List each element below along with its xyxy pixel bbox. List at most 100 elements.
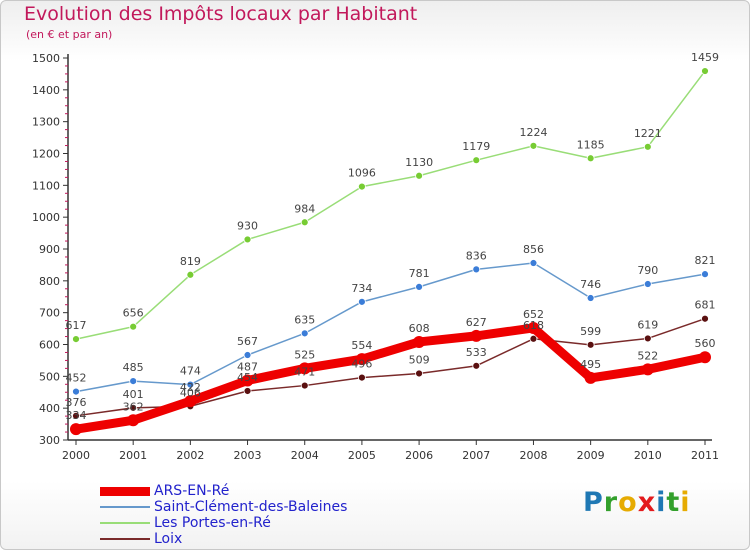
y-tick-label: 1000	[32, 211, 60, 224]
y-tick-label: 900	[39, 243, 60, 256]
data-label: 487	[237, 360, 258, 373]
series-line	[75, 70, 706, 340]
data-point	[298, 362, 311, 375]
data-point	[129, 322, 138, 331]
data-label: 617	[66, 319, 87, 332]
data-label: 525	[294, 348, 315, 361]
x-tick-label: 2001	[119, 449, 147, 462]
data-label: 554	[351, 339, 372, 352]
x-tick-label: 2010	[634, 449, 662, 462]
data-point	[643, 334, 652, 343]
y-tick-label: 600	[39, 339, 60, 352]
data-label: 836	[466, 249, 487, 262]
data-label: 856	[523, 243, 544, 256]
x-tick-label: 2007	[462, 449, 490, 462]
data-point	[415, 282, 423, 291]
data-point	[529, 334, 538, 343]
y-tick-label: 1100	[32, 179, 60, 192]
data-label: 608	[409, 322, 430, 335]
x-tick-label: 2005	[348, 449, 376, 462]
data-point	[243, 387, 252, 395]
data-label: 681	[695, 299, 716, 312]
x-tick-label: 2008	[519, 449, 547, 462]
data-label: 567	[237, 335, 258, 348]
data-point	[470, 329, 483, 342]
y-tick-label: 300	[39, 434, 60, 447]
data-point	[415, 171, 423, 180]
data-label: 819	[180, 255, 201, 268]
legend-label: Loix	[154, 531, 183, 547]
legend-swatch	[100, 506, 150, 508]
data-label: 635	[294, 313, 315, 326]
data-point	[701, 67, 709, 75]
y-tick-label: 1500	[32, 52, 60, 65]
data-point	[527, 321, 540, 334]
data-label: 599	[580, 325, 601, 338]
x-tick-label: 2009	[577, 449, 605, 462]
series-line	[75, 317, 706, 417]
data-point	[701, 314, 709, 323]
data-label: 406	[180, 386, 201, 399]
legend-swatch	[100, 522, 150, 524]
data-point	[701, 270, 709, 279]
y-tick-label: 500	[39, 370, 60, 383]
data-point	[472, 156, 481, 165]
data-point	[415, 369, 423, 378]
data-label: 422	[180, 381, 201, 394]
data-point	[129, 377, 138, 386]
data-label: 1221	[634, 127, 662, 140]
legend-swatch	[100, 538, 150, 540]
data-point	[586, 340, 595, 349]
x-tick-label: 2004	[291, 449, 319, 462]
series-line	[75, 262, 706, 393]
data-point	[72, 387, 80, 396]
data-label: 496	[351, 358, 372, 371]
data-point	[358, 182, 366, 191]
data-label: 495	[580, 358, 601, 371]
data-point	[355, 353, 368, 366]
y-tick-label: 1300	[32, 116, 60, 129]
data-point	[129, 403, 138, 412]
data-label: 560	[695, 337, 716, 350]
data-label: 362	[123, 400, 144, 413]
data-label: 401	[123, 388, 144, 401]
data-label: 485	[123, 361, 144, 374]
data-point	[529, 259, 538, 267]
logo-letter: i	[656, 487, 667, 518]
data-point	[186, 270, 195, 279]
data-point	[358, 373, 366, 382]
logo-letter: P	[583, 487, 604, 518]
data-point	[643, 142, 652, 151]
data-point	[358, 297, 366, 306]
logo-letter: o	[618, 487, 638, 518]
data-point	[186, 380, 195, 389]
data-label: 334	[66, 409, 87, 422]
series-line	[71, 323, 710, 434]
data-label: 781	[409, 267, 430, 280]
chart-subtitle: (en € et par an)	[26, 28, 113, 41]
legend-label: ARS-EN-Ré	[154, 483, 230, 499]
data-point	[243, 235, 252, 244]
data-label: 652	[523, 308, 544, 321]
data-point	[641, 363, 654, 376]
data-label: 1185	[577, 138, 605, 151]
data-label: 522	[637, 349, 658, 362]
data-label: 746	[580, 278, 601, 291]
data-label: 376	[66, 396, 87, 409]
data-label: 930	[237, 219, 258, 232]
data-point	[300, 218, 309, 227]
legend-label: Les Portes-en-Ré	[154, 515, 271, 531]
data-point	[472, 361, 481, 370]
data-point	[699, 351, 711, 364]
data-point	[72, 335, 80, 343]
data-label: 656	[123, 307, 144, 320]
data-point	[586, 294, 595, 302]
data-point	[127, 414, 140, 427]
data-label: 474	[180, 365, 201, 378]
x-tick-label: 2002	[176, 449, 204, 462]
y-tick-label: 700	[39, 307, 60, 320]
data-point	[529, 141, 538, 150]
logo-letter: x	[637, 487, 657, 518]
